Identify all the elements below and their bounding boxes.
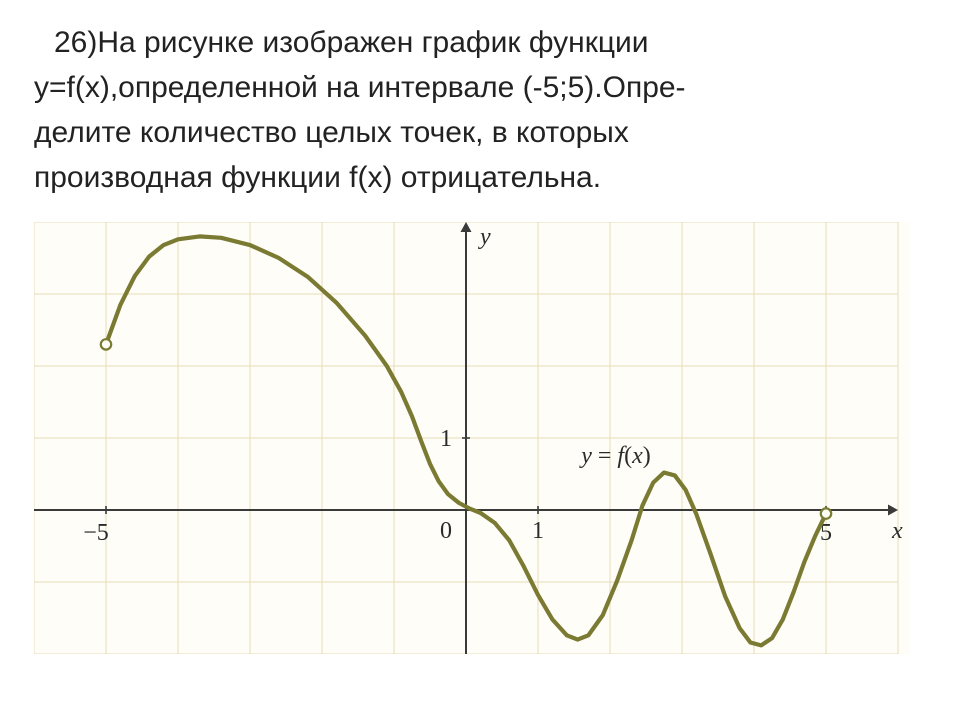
text-line-4: производная функции f(x) отрицательна.: [34, 155, 926, 200]
svg-text:y = f(x): y = f(x): [579, 443, 651, 469]
text-line-1: 26)На рисунке изображен график функции: [34, 20, 926, 65]
text-line-3: делите количество целых точек, в которых: [34, 110, 926, 155]
text-line-2: y=f(x),определенной на интервале (-5;5).…: [34, 65, 926, 110]
svg-text:0: 0: [440, 518, 452, 544]
problem-number: 26): [54, 26, 97, 59]
page: 26)На рисунке изображен график функции y…: [0, 0, 960, 720]
function-graph: −50151yxy = f(x): [34, 222, 910, 654]
chart-container: −50151yxy = f(x): [34, 222, 926, 654]
svg-text:y: y: [478, 224, 491, 250]
problem-text: 26)На рисунке изображен график функции y…: [34, 20, 926, 200]
line1-rest: На рисунке изображен график функции: [97, 26, 648, 59]
svg-text:x: x: [891, 518, 903, 544]
svg-text:−5: −5: [83, 520, 109, 546]
svg-text:1: 1: [440, 426, 452, 452]
svg-text:1: 1: [532, 518, 544, 544]
